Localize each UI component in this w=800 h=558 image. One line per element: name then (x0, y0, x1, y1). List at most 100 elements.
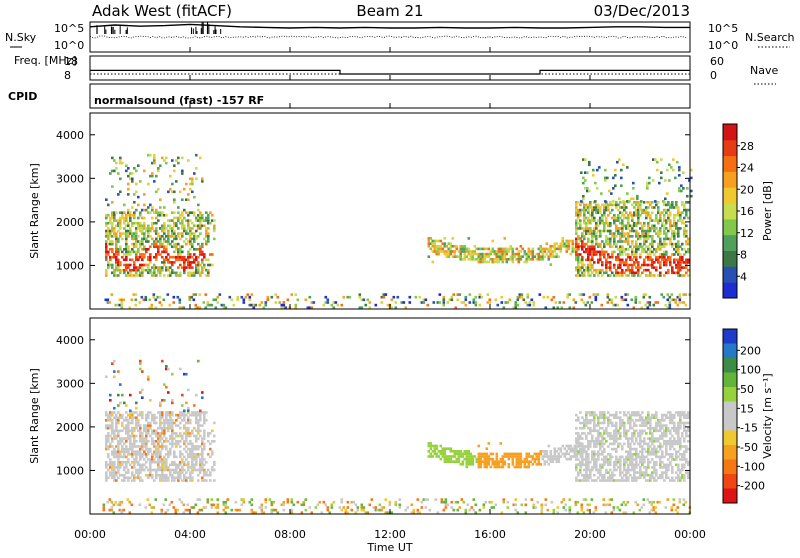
data-cell (115, 232, 118, 235)
data-cell (189, 230, 192, 233)
data-cell (627, 274, 630, 277)
data-cell (155, 230, 158, 233)
data-cell (107, 204, 110, 207)
data-cell (661, 477, 664, 480)
data-cell (149, 245, 152, 248)
data-cell (177, 235, 180, 238)
data-cell (251, 509, 254, 512)
data-cell (577, 419, 580, 422)
data-cell (475, 504, 478, 507)
data-cell (649, 304, 652, 307)
data-cell (121, 445, 124, 448)
data-cell (589, 222, 592, 225)
data-cell (179, 422, 182, 425)
data-cell (492, 248, 495, 251)
data-cell (599, 209, 602, 212)
data-cell (669, 301, 672, 304)
data-cell (181, 232, 184, 235)
data-cell (621, 259, 624, 262)
data-cell (173, 164, 176, 167)
power-colorbar-label: Power [dB] (761, 181, 774, 241)
data-cell (167, 479, 170, 482)
data-cell (137, 474, 140, 477)
data-cell (175, 469, 178, 472)
data-cell (460, 450, 463, 453)
data-cell (601, 217, 604, 220)
data-cell (239, 509, 242, 512)
data-cell (635, 450, 638, 453)
data-cell (393, 296, 396, 299)
data-cell (683, 440, 686, 443)
data-cell (199, 274, 202, 277)
data-cell (137, 217, 140, 220)
data-cell (679, 416, 682, 419)
data-cell (669, 411, 672, 414)
data-cell (649, 217, 652, 220)
data-cell (163, 424, 166, 427)
data-cell (621, 296, 624, 299)
data-cell (591, 301, 594, 304)
data-cell (125, 440, 128, 443)
data-cell (199, 445, 202, 448)
data-cell (468, 237, 471, 240)
data-cell (611, 209, 614, 212)
data-cell (607, 424, 610, 427)
data-cell (637, 232, 640, 235)
data-cell (520, 463, 523, 466)
data-cell (450, 458, 453, 461)
data-cell (309, 296, 312, 299)
data-cell (181, 458, 184, 461)
data-cell (428, 450, 431, 453)
data-cell (687, 416, 690, 419)
data-cell (125, 411, 128, 414)
data-cell (520, 258, 523, 261)
data-cell (123, 479, 126, 482)
data-cell (303, 504, 306, 507)
data-cell (643, 261, 646, 264)
data-cell (153, 159, 156, 162)
data-cell (213, 435, 216, 438)
data-cell (629, 256, 632, 259)
data-cell (127, 167, 130, 170)
colorbar-tick-label: 24 (740, 162, 754, 175)
data-cell (521, 296, 524, 299)
data-cell (669, 448, 672, 451)
data-cell (189, 235, 192, 238)
data-cell (667, 209, 670, 212)
data-cell (127, 479, 130, 482)
data-cell (681, 201, 684, 204)
data-cell (149, 235, 152, 238)
data-cell (125, 456, 128, 459)
data-cell (615, 296, 618, 299)
data-cell (651, 435, 654, 438)
data-cell (635, 479, 638, 482)
data-cell (687, 261, 690, 264)
data-cell (685, 232, 688, 235)
data-cell (591, 266, 594, 269)
data-cell (676, 161, 679, 164)
data-cell (609, 464, 612, 467)
data-cell (488, 248, 491, 251)
data-cell (607, 296, 610, 299)
data-cell (209, 471, 212, 474)
data-cell (143, 235, 146, 238)
data-cell (425, 506, 428, 509)
data-cell (464, 245, 467, 248)
data-cell (151, 206, 154, 209)
data-cell (434, 450, 437, 453)
data-cell (193, 214, 196, 217)
data-cell (611, 272, 614, 275)
data-cell (249, 501, 252, 504)
data-cell (159, 206, 162, 209)
data-cell (474, 455, 477, 458)
data-cell (399, 498, 402, 501)
data-cell (121, 440, 124, 443)
data-cell (143, 458, 146, 461)
data-cell (149, 256, 152, 259)
data-cell (189, 253, 192, 256)
data-cell (197, 479, 200, 482)
data-cell (195, 259, 198, 262)
data-cell (617, 256, 620, 259)
data-cell (191, 443, 194, 446)
data-cell (580, 171, 583, 174)
